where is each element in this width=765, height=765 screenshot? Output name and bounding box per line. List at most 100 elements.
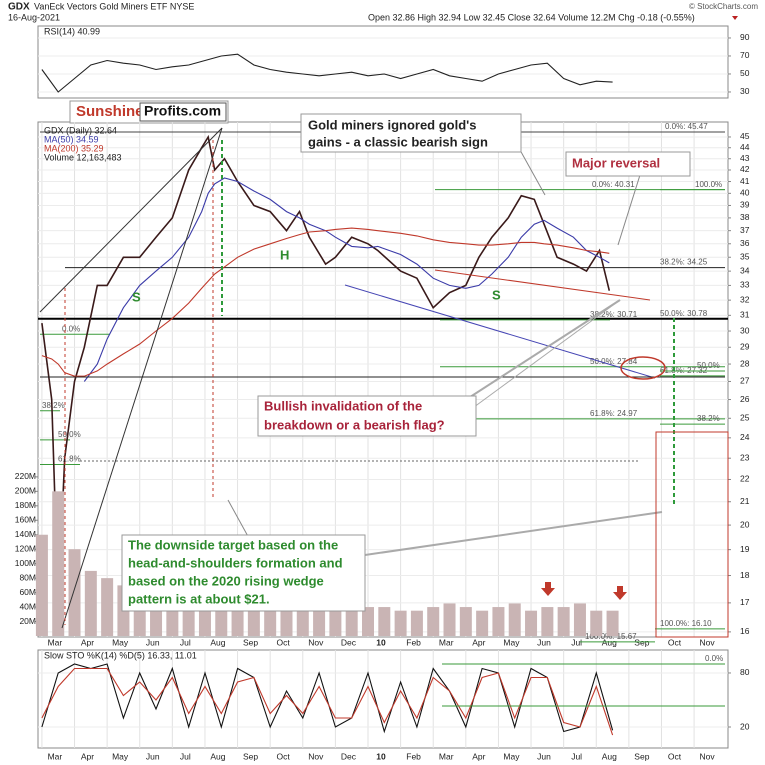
y-tick-label: 17 [740,597,750,607]
volume-bar [410,610,423,636]
callout-line [519,149,546,196]
volume-bar [606,610,619,636]
volume-bar [476,610,489,636]
volume-bar [313,607,326,636]
x-tick-label: Mar [439,751,454,761]
stoch-legend: Slow STO %K(14) %D(5) 16.33, 11.01 [44,650,197,660]
y-tick-label: 90 [740,32,750,42]
y-tick-label: 30 [740,325,750,335]
volume-bar [557,607,570,636]
x-tick-label: Sep [243,751,258,761]
y-tick-label: 19 [740,544,750,554]
y-tick-label: 32 [740,294,750,304]
x-tick-label: Sep [634,751,649,761]
level-label: 100.0% [695,180,722,189]
y-tick-label: 200M [15,486,36,496]
volume-bar [427,607,440,636]
series-line [41,667,614,736]
level-label: 38.2%: 30.71 [590,310,638,319]
level-label: 0.0%: 40.31 [592,180,635,189]
level-label: 38.2% [42,401,65,410]
level-label: 61.8%: 24.97 [590,409,638,418]
y-tick-label: 50 [740,68,750,78]
y-tick-label: 20 [740,519,750,529]
x-tick-label: Jul [571,637,582,647]
x-tick-label: Aug [210,751,225,761]
callout-text: breakdown or a bearish flag? [264,417,445,432]
y-tick-label: 40M [19,601,36,611]
y-tick-label: 180M [15,500,36,510]
x-tick-label: Feb [406,637,421,647]
y-tick-label: 80M [19,572,36,582]
x-tick-label: Aug [602,751,617,761]
x-tick-label: Nov [308,637,324,647]
y-tick-label: 31 [740,310,750,320]
pattern-label: H [280,247,289,262]
x-tick-label: May [503,637,520,647]
y-tick-label: 80 [740,667,750,677]
y-tick-label: 16 [740,626,750,636]
volume-bar [443,603,456,636]
rsi-panel [37,25,729,99]
y-tick-label: 41 [740,176,750,186]
level-label: 0.0%: 45.47 [665,122,708,131]
callout-box [257,395,477,437]
x-tick-label: Apr [81,751,94,761]
series-line [41,227,610,377]
y-tick-label: 160M [15,515,36,525]
wedge-lower [61,127,223,629]
price-legend: MA(200) 35.29 [44,143,104,153]
level-label: 50.0% [58,430,81,439]
series-line [83,177,610,382]
level-label: 61.8% [58,455,81,464]
y-tick-label: 26 [740,394,750,404]
x-tick-label: Mar [48,637,63,647]
neckline [344,284,656,379]
y-tick-label: 34 [740,265,750,275]
callout-text: The downside target based on the [128,537,338,552]
series-line [41,663,614,734]
volume-bar [394,610,407,636]
y-tick-label: 18 [740,570,750,580]
callout-box [300,113,522,153]
x-tick-label: Oct [668,637,682,647]
x-tick-label: Apr [472,637,485,647]
callout-box [121,534,366,612]
level-label: 61.8%: 27.32 [660,366,708,375]
x-tick-label: Jun [537,637,551,647]
y-tick-label: 39 [740,200,750,210]
y-tick-label: 20M [19,616,36,626]
symbol: GDX [8,2,30,13]
y-tick-label: 36 [740,238,750,248]
callout-text: Major reversal [572,155,660,170]
x-tick-label: 10 [376,637,386,647]
callout-text: gains - a classic bearish sign [308,134,488,149]
target-box [655,431,729,638]
callout-text: based on the 2020 rising wedge [128,573,324,588]
x-tick-label: Jun [146,637,160,647]
x-tick-label: Sep [243,637,258,647]
callout-text: Bullish invalidation of the [264,398,422,413]
y-tick-label: 20 [740,721,750,731]
x-tick-label: Oct [668,751,682,761]
x-tick-label: Mar [439,637,454,647]
x-tick-label: Dec [341,751,357,761]
x-tick-label: Feb [406,751,421,761]
volume-bar [329,607,342,636]
pattern-label: S [132,289,141,304]
callout-line [227,499,251,541]
x-tick-label: 10 [376,751,386,761]
callout-text: pattern is at about $21. [128,591,270,606]
x-tick-label: Apr [472,751,485,761]
y-tick-label: 120M [15,543,36,553]
x-tick-label: May [503,751,520,761]
y-tick-label: 24 [740,432,750,442]
volume-bar [84,570,97,636]
level-label: 0.0% [62,324,80,333]
callout-text: head-and-shoulders formation and [128,555,343,570]
quote: Open 32.86 High 32.94 Low 32.45 Close 32… [368,12,695,22]
rsi-legend: RSI(14) 40.99 [44,26,100,36]
volume-bar [492,607,505,636]
x-tick-label: Jun [537,751,551,761]
y-tick-label: 28 [740,358,750,368]
